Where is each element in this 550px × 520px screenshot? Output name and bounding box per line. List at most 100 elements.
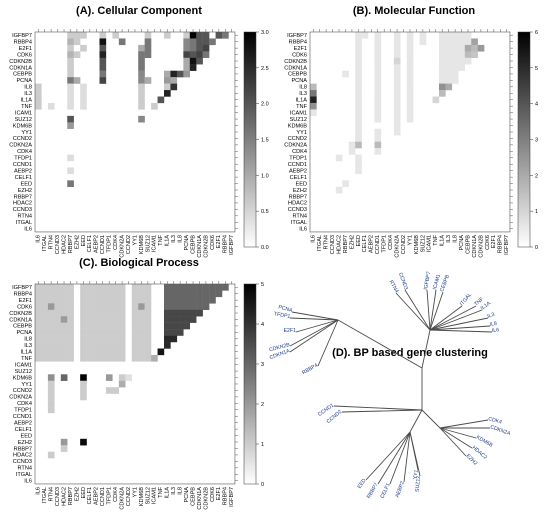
heatmap-cell <box>86 296 94 304</box>
heatmap-cell <box>131 335 139 343</box>
heatmap-cell <box>164 329 171 336</box>
heatmap-cell <box>393 96 401 104</box>
x-tick-label: E2F1 <box>216 235 222 248</box>
heatmap-cell <box>99 290 107 298</box>
heatmap-cell <box>393 77 401 84</box>
y-tick-label: CDKN2B <box>9 59 32 65</box>
tree-branch <box>389 431 411 485</box>
heatmap-cell <box>393 64 401 71</box>
x-tick-label: IL8 <box>178 235 184 243</box>
y-tick-label: CDKN1A <box>9 317 32 323</box>
heatmap-cell <box>86 290 94 298</box>
heatmap-cell <box>464 44 472 52</box>
x-tick-label: ICAM1 <box>427 235 433 252</box>
x-tick-label: IGFBP7 <box>504 235 510 255</box>
heatmap-cell <box>202 32 210 39</box>
heatmap-cell <box>209 296 216 304</box>
heatmap-cell <box>93 309 100 317</box>
heatmap-cell <box>176 329 184 336</box>
heatmap-cell <box>406 44 414 52</box>
heatmap-cell <box>80 322 87 330</box>
heatmap-cell <box>35 354 42 362</box>
heatmap-cell <box>86 322 94 330</box>
heatmap-cell <box>164 77 171 84</box>
x-tick-label: SUZ12 <box>420 235 426 252</box>
tree-leaf-label: IGFBP7 <box>423 271 432 290</box>
heatmap-cell <box>47 374 55 381</box>
heatmap-cell <box>189 32 197 39</box>
heatmap-cell <box>60 290 68 298</box>
tree-branch <box>295 319 339 333</box>
x-tick-label: CCND2 <box>126 235 132 254</box>
heatmap-cell <box>67 180 74 187</box>
tree-leaf-label: CELF1 <box>380 482 392 499</box>
heatmap-cell <box>393 109 401 117</box>
x-tick-label: CCND2 <box>401 235 407 254</box>
heatmap-cell <box>86 284 94 291</box>
heatmap-cell <box>144 32 152 39</box>
y-tick-label: IL1A <box>20 98 32 104</box>
heatmap-cell <box>374 64 382 71</box>
x-tick-label: SUZ12 <box>145 235 151 252</box>
heatmap-cell <box>60 445 68 452</box>
x-tick-label: HDAC2 <box>61 235 67 254</box>
y-tick-label: RTN4 <box>17 214 32 220</box>
heatmap-cell <box>125 374 132 381</box>
x-tick-label: PCNA <box>459 235 465 251</box>
heatmap-cell <box>93 348 100 356</box>
heatmap-cell <box>176 284 184 291</box>
heatmap-cell <box>164 290 171 298</box>
heatmap-cell <box>112 303 120 310</box>
heatmap-cell <box>393 115 401 123</box>
x-tick-label: IL3 <box>171 487 177 495</box>
heatmap-cell <box>355 102 362 110</box>
heatmap-cell <box>105 290 113 298</box>
colorbar-tick-label: 4 <box>261 322 264 328</box>
x-tick-label: ITGAL <box>42 235 48 251</box>
heatmap-cell <box>471 38 478 46</box>
x-tick-label: E2F1 <box>216 487 222 500</box>
heatmap-cell <box>144 342 152 349</box>
y-tick-label: RBBP4 <box>289 39 307 45</box>
tree-branch <box>337 319 423 369</box>
heatmap-cell <box>99 303 107 310</box>
tree-leaf-label: RTN4 <box>388 279 400 294</box>
heatmap-cell <box>112 342 120 349</box>
heatmap-cell <box>118 348 126 356</box>
x-tick-label: YY1 <box>132 487 138 498</box>
x-tick-label: TNF <box>158 234 164 245</box>
heatmap-cell <box>445 83 453 91</box>
tree-leaf-label: SUZ12 <box>415 476 422 493</box>
heatmap-cell <box>35 83 42 91</box>
y-tick-label: EED <box>20 181 32 187</box>
heatmap-cell <box>170 77 178 84</box>
heatmap-cell <box>439 83 446 91</box>
heatmap-cell <box>310 96 317 104</box>
heatmap-cell <box>393 102 401 110</box>
heatmap-cell <box>112 354 120 362</box>
tree-branch <box>429 317 489 331</box>
heatmap-cell <box>170 284 178 291</box>
x-tick-label: CDK4 <box>113 487 119 502</box>
heatmap-cell <box>67 96 74 104</box>
heatmap-cell <box>196 296 203 304</box>
x-tick-label: RTN4 <box>49 487 55 502</box>
heatmap-cell <box>445 32 453 39</box>
heatmap-cell <box>47 335 55 343</box>
heatmap-cell <box>393 70 401 78</box>
heatmap-cell <box>118 335 126 343</box>
heatmap-cell <box>67 329 74 336</box>
y-tick-label: CEBPB <box>13 72 32 78</box>
tree-leaf-label: E2F1 <box>284 328 297 334</box>
tree-branch <box>403 431 411 483</box>
tree-branch <box>365 431 411 481</box>
heatmap-cell <box>164 32 171 39</box>
heatmap-cell <box>176 316 184 323</box>
y-tick-label: EZH2 <box>293 188 307 194</box>
heatmap-cell <box>67 354 74 362</box>
x-tick-label: AEBP2 <box>94 487 100 505</box>
heatmap-cell <box>215 290 223 298</box>
heatmap-cell <box>151 354 158 362</box>
y-tick-label: IL8 <box>299 85 307 91</box>
heatmap-cell <box>144 284 152 291</box>
